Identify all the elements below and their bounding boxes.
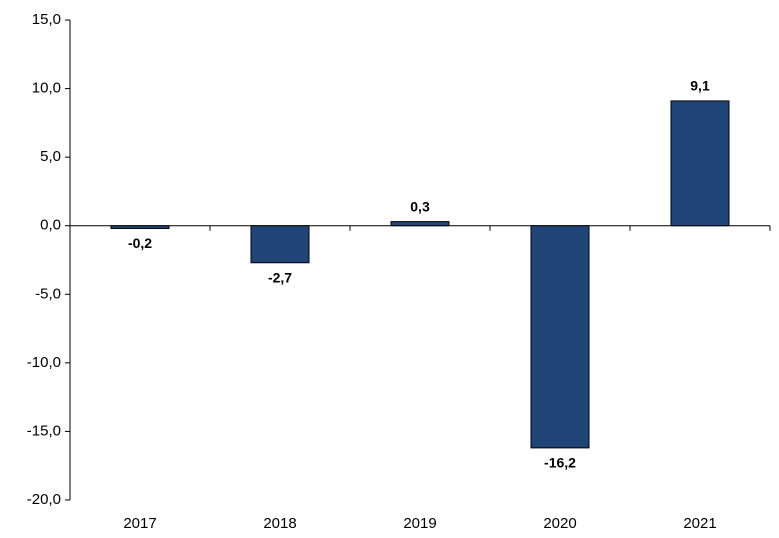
y-tick-label: 0,0 bbox=[40, 217, 61, 234]
value-label: -16,2 bbox=[544, 455, 576, 471]
x-tick-label: 2017 bbox=[123, 515, 156, 532]
y-tick-label: -15,0 bbox=[27, 422, 61, 439]
value-label: -0,2 bbox=[128, 235, 152, 251]
x-tick-label: 2021 bbox=[683, 515, 716, 532]
value-label: 0,3 bbox=[410, 198, 430, 214]
y-tick-label: 5,0 bbox=[40, 148, 61, 165]
bar bbox=[670, 100, 730, 227]
x-tick-label: 2018 bbox=[263, 515, 296, 532]
x-tick-label: 2019 bbox=[403, 515, 436, 532]
y-tick-label: -10,0 bbox=[27, 354, 61, 371]
value-label: 9,1 bbox=[690, 78, 710, 94]
value-label: -2,7 bbox=[268, 269, 292, 285]
x-tick-label: 2020 bbox=[543, 515, 576, 532]
bar bbox=[530, 225, 590, 449]
bar bbox=[390, 221, 450, 227]
y-tick-label: 15,0 bbox=[32, 11, 61, 28]
y-tick-label: -5,0 bbox=[35, 285, 61, 302]
y-tick-label: 10,0 bbox=[32, 80, 61, 97]
bar bbox=[250, 225, 310, 264]
bar bbox=[110, 225, 170, 229]
y-tick-label: -20,0 bbox=[27, 491, 61, 508]
